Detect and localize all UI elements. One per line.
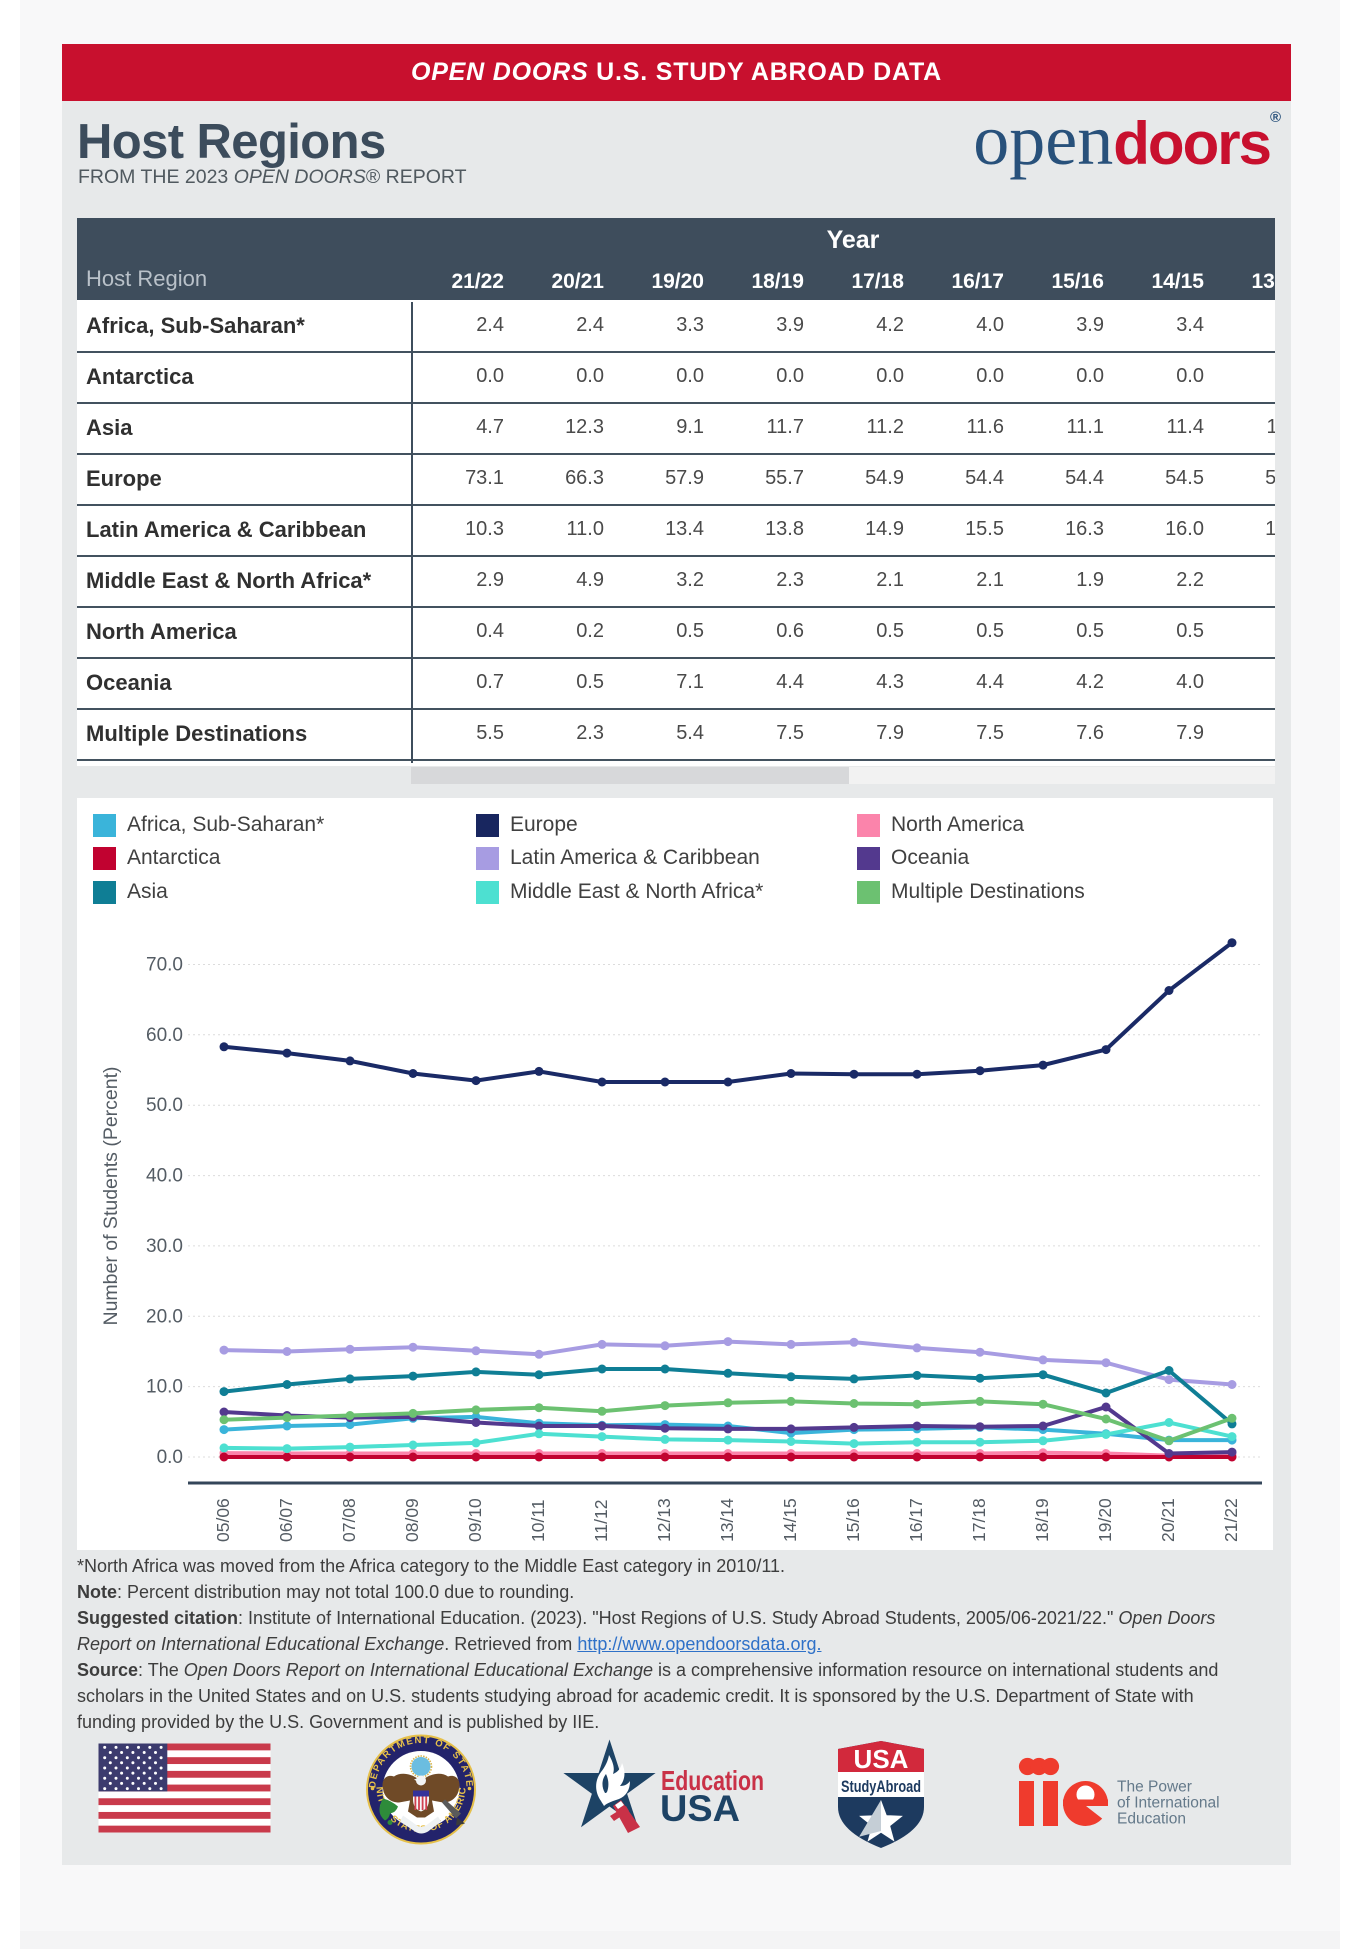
svg-text:10/11: 10/11 xyxy=(528,1500,548,1543)
svg-text:StudyAbroad: StudyAbroad xyxy=(841,1777,921,1796)
svg-text:19/20: 19/20 xyxy=(1095,1498,1115,1542)
svg-text:20.0: 20.0 xyxy=(146,1306,183,1327)
svg-text:Education: Education xyxy=(1117,1811,1186,1828)
svg-text:Number of Students (Percent): Number of Students (Percent) xyxy=(100,1066,122,1325)
svg-text:USA: USA xyxy=(854,1744,909,1774)
svg-text:70.0: 70.0 xyxy=(146,955,183,976)
svg-text:12/13: 12/13 xyxy=(654,1498,674,1542)
svg-text:13/14: 13/14 xyxy=(717,1498,737,1542)
svg-text:14/15: 14/15 xyxy=(780,1498,800,1542)
svg-text:07/08: 07/08 xyxy=(339,1498,359,1542)
svg-text:09/10: 09/10 xyxy=(465,1498,485,1542)
svg-text:Education: Education xyxy=(661,1765,764,1796)
svg-text:05/06: 05/06 xyxy=(213,1498,233,1542)
svg-text:21/22: 21/22 xyxy=(1221,1498,1241,1542)
svg-text:20/21: 20/21 xyxy=(1158,1498,1178,1542)
svg-text:40.0: 40.0 xyxy=(146,1166,183,1187)
svg-text:18/19: 18/19 xyxy=(1032,1498,1052,1542)
svg-text:15/16: 15/16 xyxy=(843,1498,863,1542)
svg-text:10.0: 10.0 xyxy=(146,1377,183,1398)
svg-text:UNITED STATES OF AMERICA: UNITED STATES OF AMERICA xyxy=(0,0,469,1835)
svg-text:06/07: 06/07 xyxy=(276,1498,296,1542)
svg-text:60.0: 60.0 xyxy=(146,1025,183,1046)
svg-text:16/17: 16/17 xyxy=(906,1498,926,1542)
svg-text:of International: of International xyxy=(1117,1795,1220,1812)
svg-text:50.0: 50.0 xyxy=(146,1095,183,1116)
svg-text:The Power: The Power xyxy=(1117,1779,1192,1796)
svg-text:30.0: 30.0 xyxy=(146,1236,183,1257)
svg-text:USA: USA xyxy=(660,1788,740,1829)
svg-text:17/18: 17/18 xyxy=(969,1498,989,1542)
svg-text:08/09: 08/09 xyxy=(402,1498,422,1542)
svg-text:11/12: 11/12 xyxy=(591,1500,611,1543)
svg-text:0.0: 0.0 xyxy=(157,1447,183,1468)
